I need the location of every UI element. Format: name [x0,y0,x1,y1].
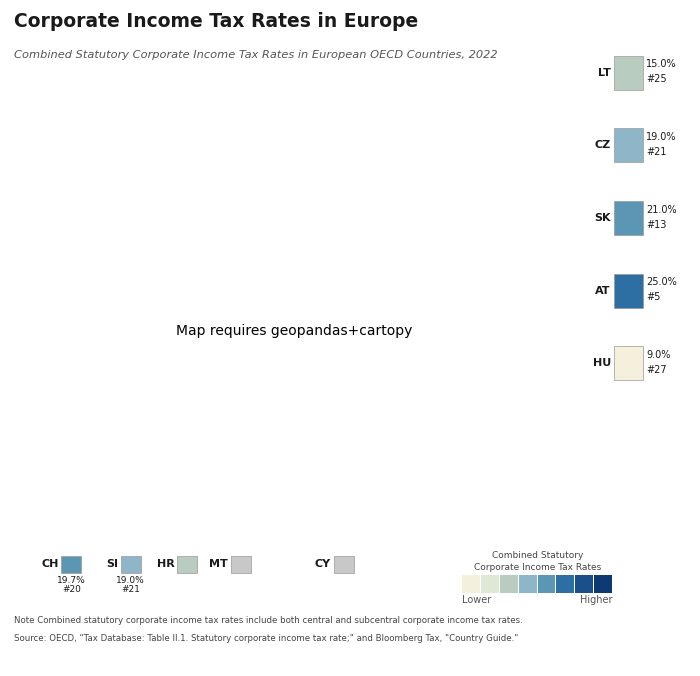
Text: SI: SI [106,560,118,569]
Text: #25: #25 [647,74,667,84]
Text: CY: CY [314,560,330,569]
Text: SK: SK [594,213,610,223]
Text: #13: #13 [647,220,667,230]
Bar [575,575,593,594]
Bar [121,556,141,573]
Text: Note Combined statutory corporate income tax rates include both central and subc: Note Combined statutory corporate income… [14,616,523,625]
Bar [556,575,574,594]
Text: #20: #20 [62,585,80,594]
Text: Combined Statutory
Corporate Income Tax Rates: Combined Statutory Corporate Income Tax … [474,551,601,572]
Text: LT: LT [598,68,610,78]
Text: @TaxFoundation: @TaxFoundation [587,650,690,663]
Bar [177,556,197,573]
Bar [615,201,643,235]
Text: #21: #21 [121,585,140,594]
Bar [231,556,251,573]
Text: #27: #27 [647,365,667,375]
Text: Map requires geopandas+cartopy: Map requires geopandas+cartopy [176,324,412,338]
Text: Combined Statutory Corporate Income Tax Rates in European OECD Countries, 2022: Combined Statutory Corporate Income Tax … [14,50,498,60]
Bar [334,556,354,573]
Text: 21.0%: 21.0% [647,205,677,214]
Text: TAX FOUNDATION: TAX FOUNDATION [10,650,148,664]
Bar [615,274,643,308]
Bar [615,128,643,162]
Text: MT: MT [209,560,228,569]
Text: 15.0%: 15.0% [647,59,677,69]
Text: Corporate Income Tax Rates in Europe: Corporate Income Tax Rates in Europe [14,12,419,31]
Text: CH: CH [41,560,59,569]
Text: 25.0%: 25.0% [647,277,677,287]
Bar [615,56,643,89]
Text: AT: AT [595,286,610,295]
Text: HU: HU [592,358,610,368]
Bar [463,575,480,594]
Bar [594,575,612,594]
Text: CZ: CZ [594,141,610,150]
Text: 19.0%: 19.0% [116,576,145,585]
Text: Higher: Higher [580,596,613,605]
Bar [481,575,499,594]
Text: Lower: Lower [463,596,491,605]
Bar [519,575,537,594]
Text: HR: HR [157,560,174,569]
Text: 19.7%: 19.7% [57,576,85,585]
Text: 19.0%: 19.0% [647,132,677,142]
Bar [500,575,518,594]
Bar [538,575,556,594]
Text: Source: OECD, "Tax Database: Table II.1. Statutory corporate income tax rate;" a: Source: OECD, "Tax Database: Table II.1.… [14,634,519,644]
Text: 9.0%: 9.0% [647,350,671,360]
Text: #5: #5 [647,293,661,302]
Text: #21: #21 [647,147,667,157]
Bar [615,346,643,380]
Bar [62,556,81,573]
